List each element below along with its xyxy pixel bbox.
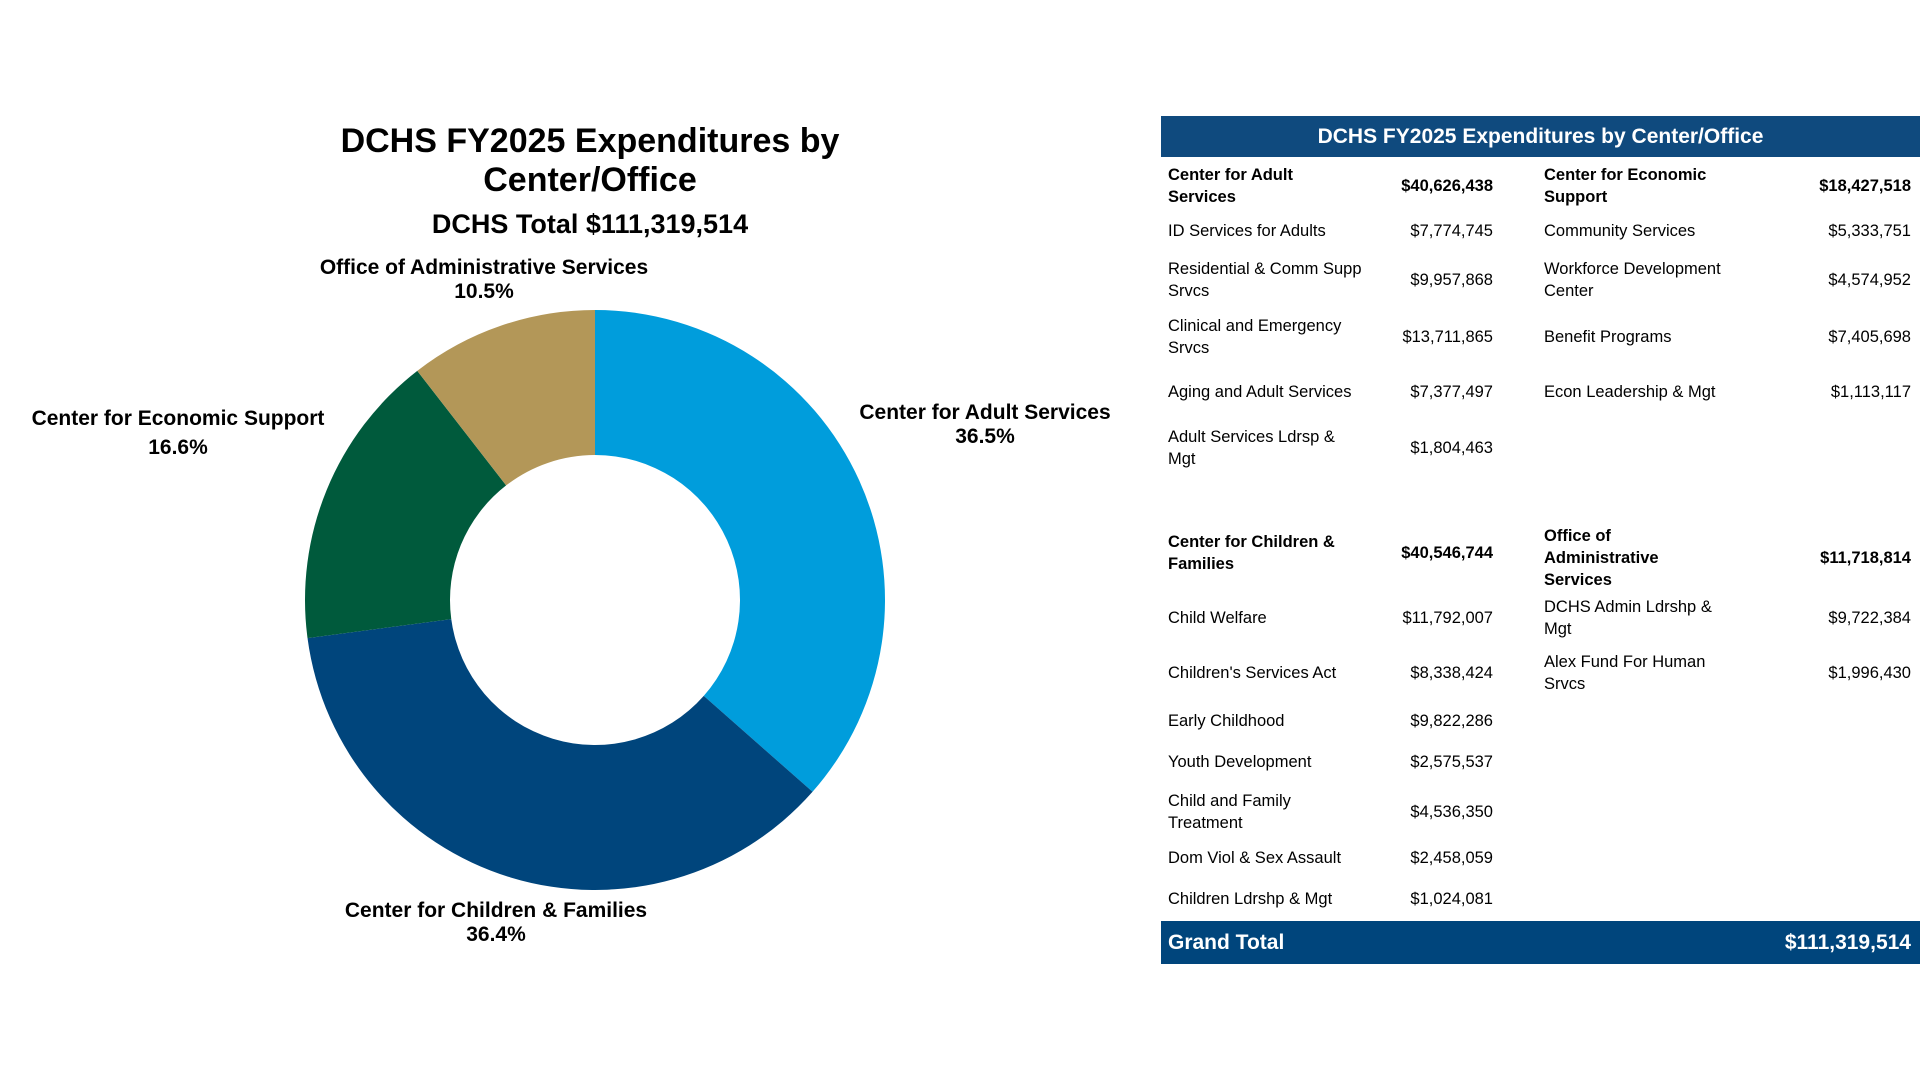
chart-title: DCHS FY2025 Expenditures by Center/Offic… (340, 122, 840, 199)
row-label: Youth Development (1168, 753, 1312, 771)
row-label: ID Services for Adults (1168, 222, 1326, 240)
row-value: $11,792,007 (1402, 609, 1493, 627)
slice-label-economic: Center for Economic Support 16.6% (31, 407, 325, 459)
row-value: $9,722,384 (1828, 609, 1911, 627)
donut-slice-center-for-economic-support (305, 370, 507, 639)
slice-label-children: Center for Children & Families 36.4% (344, 899, 648, 946)
row-label: Adult Services Ldrsp & Mgt (1168, 428, 1335, 468)
row-label: Workforce Development Center (1544, 260, 1721, 300)
group-total: $40,546,744 (1401, 544, 1493, 562)
slice-label-adult: Center for Adult Services 36.5% (859, 401, 1111, 448)
row-label: Residential & Comm Supp Srvcs (1168, 260, 1362, 300)
row-value: $8,338,424 (1410, 664, 1493, 682)
row-label: Econ Leadership & Mgt (1544, 383, 1716, 401)
row-label: Dom Viol & Sex Assault (1168, 849, 1342, 867)
row-label: Benefit Programs (1544, 328, 1672, 346)
row-value: $9,822,286 (1410, 712, 1493, 730)
row-label: Children Ldrshp & Mgt (1168, 890, 1333, 908)
group-name: Office of Administrative Services (1544, 527, 1659, 589)
donut-slice-center-for-adult-services (595, 310, 886, 792)
row-label: Alex Fund For Human Srvcs (1544, 653, 1706, 693)
row-value: $4,536,350 (1410, 803, 1493, 821)
group-total: $40,626,438 (1401, 177, 1493, 195)
row-value: $7,774,745 (1410, 222, 1493, 240)
group-total: $18,427,518 (1819, 177, 1911, 195)
row-value: $1,024,081 (1410, 890, 1493, 908)
donut-chart (305, 310, 886, 891)
grand-total-value: $111,319,514 (1784, 931, 1911, 954)
slice-label-admin: Office of Administrative Services 10.5% (319, 256, 649, 303)
donut-slice-center-for-children-families (307, 619, 813, 891)
group-name: Center for Children & Families (1168, 533, 1335, 573)
row-label: Aging and Adult Services (1168, 383, 1352, 401)
row-label: Community Services (1544, 222, 1696, 240)
row-value: $2,575,537 (1410, 753, 1493, 771)
group-name: Center for Economic Support (1544, 166, 1707, 206)
row-value: $2,458,059 (1410, 849, 1493, 867)
row-label: Child Welfare (1168, 609, 1267, 627)
row-label: Child and Family Treatment (1168, 792, 1291, 832)
row-value: $4,574,952 (1828, 271, 1911, 289)
row-value: $7,405,698 (1828, 328, 1911, 346)
table-header: DCHS FY2025 Expenditures by Center/Offic… (1161, 116, 1920, 157)
row-value: $13,711,865 (1402, 328, 1493, 346)
grand-total-row: Grand Total $111,319,514 (1161, 921, 1920, 964)
row-label: DCHS Admin Ldrshp & Mgt (1544, 598, 1712, 638)
row-label: Children's Services Act (1168, 664, 1337, 682)
row-value: $9,957,868 (1410, 271, 1493, 289)
row-value: $1,804,463 (1410, 439, 1493, 457)
chart-subtitle: DCHS Total $111,319,514 (431, 209, 749, 239)
row-label: Clinical and Emergency Srvcs (1168, 317, 1342, 357)
row-value: $1,996,430 (1828, 664, 1911, 682)
group-total: $11,718,814 (1820, 549, 1911, 567)
donut-slice-office-of-administrative-services (417, 310, 595, 486)
row-label: Early Childhood (1168, 712, 1285, 730)
group-name: Center for Adult Services (1168, 166, 1293, 206)
row-value: $5,333,751 (1828, 222, 1911, 240)
row-value: $7,377,497 (1410, 383, 1493, 401)
grand-total-label: Grand Total (1168, 931, 1285, 954)
row-value: $1,113,117 (1830, 383, 1911, 401)
